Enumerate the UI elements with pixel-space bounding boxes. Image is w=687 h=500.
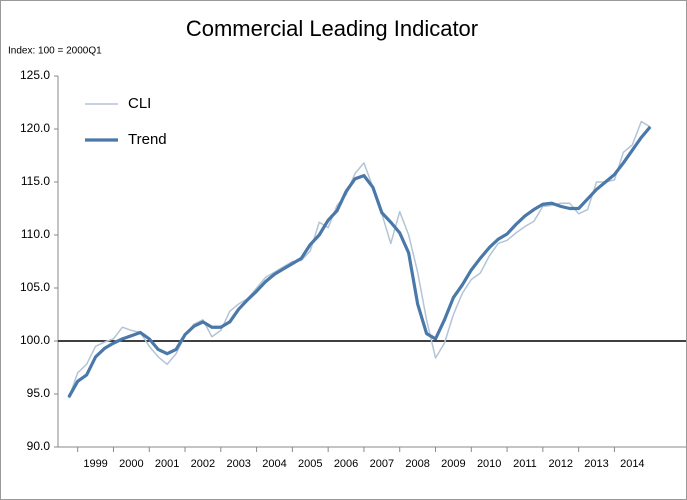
x-tick-label: 2008 bbox=[405, 458, 429, 470]
x-tick-label: 2006 bbox=[334, 458, 358, 470]
x-tick-label: 2001 bbox=[155, 458, 179, 470]
x-tick-label: 2005 bbox=[298, 458, 322, 470]
y-tick-label: 125.0 bbox=[20, 68, 50, 82]
y-tick-label: 100.0 bbox=[20, 333, 50, 347]
x-tick-label: 2007 bbox=[370, 458, 394, 470]
y-tick-label: 105.0 bbox=[20, 280, 50, 294]
x-tick-label: 2004 bbox=[262, 458, 286, 470]
x-tick-label: 2012 bbox=[549, 458, 573, 470]
x-tick-label: 1999 bbox=[83, 458, 107, 470]
x-tick-label: 2003 bbox=[226, 458, 250, 470]
x-tick-label: 2014 bbox=[620, 458, 644, 470]
series-line bbox=[67, 125, 652, 398]
y-tick-label: 115.0 bbox=[21, 174, 50, 188]
x-tick-label: 2000 bbox=[119, 458, 143, 470]
y-tick-label: 110.0 bbox=[21, 227, 50, 241]
x-tick-label: 2011 bbox=[513, 458, 537, 470]
y-axis-label: Index: 100 = 2000Q1 bbox=[8, 46, 102, 57]
y-tick-label: 95.0 bbox=[27, 386, 51, 400]
y-tick-label: 120.0 bbox=[20, 121, 50, 135]
y-tick-label: 90.0 bbox=[27, 439, 51, 453]
x-tick-label: 2013 bbox=[584, 458, 608, 470]
x-tick-label: 2009 bbox=[441, 458, 465, 470]
chart-title: Commercial Leading Indicator bbox=[186, 16, 478, 41]
legend-label: CLI bbox=[128, 95, 151, 112]
x-tick-label: 2002 bbox=[191, 458, 215, 470]
x-tick-label: 2010 bbox=[477, 458, 501, 470]
legend-label: Trend bbox=[128, 131, 167, 148]
